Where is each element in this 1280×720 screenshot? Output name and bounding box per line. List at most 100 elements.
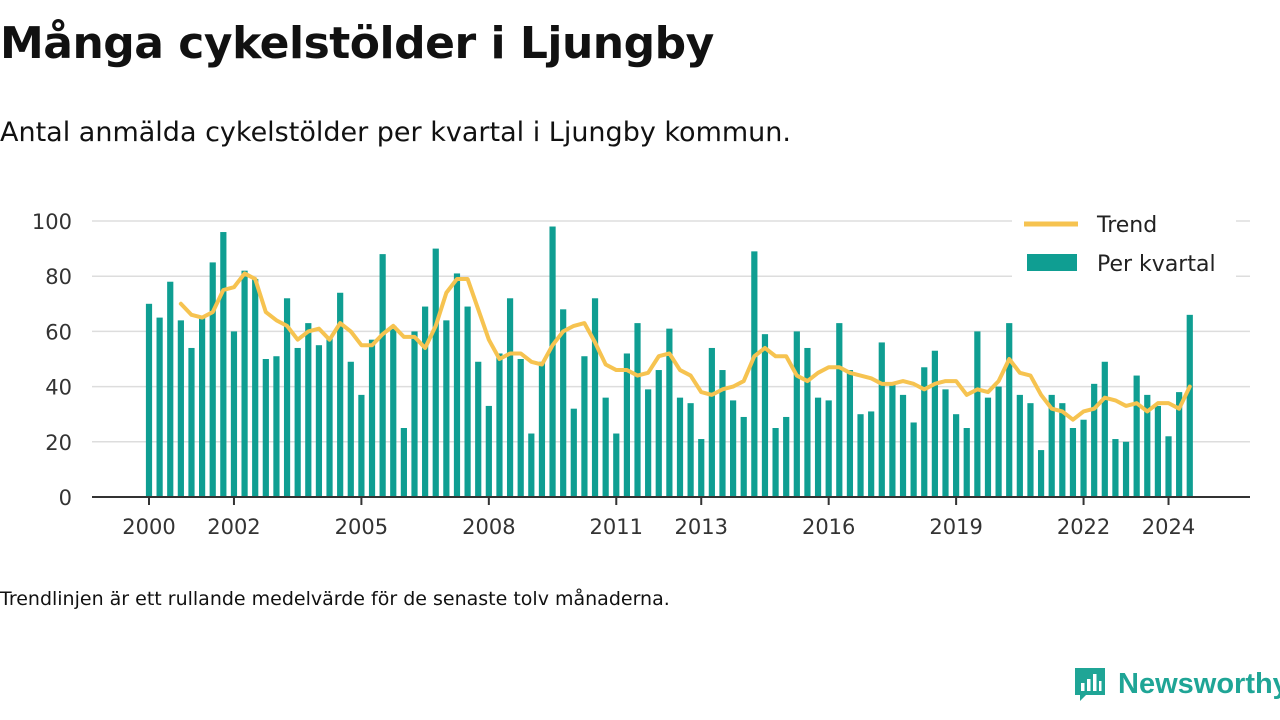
- bar-series-per-kvartal: [145, 226, 1193, 498]
- bar: [1144, 394, 1151, 497]
- bar: [145, 303, 153, 497]
- bar: [931, 350, 938, 497]
- bar: [252, 278, 259, 497]
- bar: [230, 331, 238, 497]
- bar: [337, 292, 344, 497]
- brand-logo: Newsworthy: [1072, 664, 1280, 704]
- bar: [379, 254, 386, 497]
- bar: [995, 386, 1002, 497]
- bar: [676, 397, 684, 497]
- bar: [1091, 383, 1098, 497]
- bar: [485, 405, 492, 497]
- bar: [1059, 403, 1066, 497]
- y-axis-ticks: 0 20 40 60 80 100: [32, 210, 72, 510]
- bar: [963, 428, 970, 497]
- bar: [390, 325, 397, 497]
- bar: [496, 353, 503, 497]
- bar: [432, 248, 439, 497]
- legend-bar-label: Per kvartal: [1097, 252, 1216, 277]
- bar: [1186, 314, 1193, 497]
- bar: [868, 411, 875, 497]
- bar: [921, 367, 928, 497]
- bar: [953, 414, 960, 497]
- bar: [517, 359, 524, 497]
- page-subtitle: Antal anmälda cykelstölder per kvartal i…: [0, 117, 791, 148]
- bar: [772, 428, 779, 497]
- bar: [974, 331, 981, 497]
- bar: [814, 397, 822, 497]
- x-tick-label: 2011: [590, 515, 643, 539]
- brand-name: Newsworthy: [1118, 667, 1280, 700]
- bar: [942, 389, 949, 497]
- bar: [305, 323, 312, 497]
- bar: [623, 353, 630, 497]
- footnote: Trendlinjen är ett rullande medelvärde f…: [0, 588, 670, 610]
- bar: [1027, 403, 1034, 497]
- legend-trend-label: Trend: [1096, 213, 1157, 238]
- bar: [740, 416, 747, 497]
- page-title: Många cykelstölder i Ljungby: [0, 18, 714, 69]
- y-tick-label: 40: [45, 376, 72, 400]
- bar: [1016, 394, 1023, 497]
- bar: [645, 389, 652, 497]
- bar: [199, 317, 206, 497]
- bar: [857, 414, 864, 497]
- bar: [1101, 361, 1108, 497]
- bar: [1048, 394, 1055, 497]
- bar: [613, 433, 620, 497]
- bar: [1080, 419, 1087, 497]
- bar: [878, 342, 885, 497]
- bar: [475, 361, 482, 497]
- bar: [443, 320, 450, 497]
- bar: [209, 262, 216, 497]
- bar: [846, 370, 854, 497]
- y-tick-label: 60: [45, 320, 72, 344]
- bar: [836, 323, 843, 497]
- bar: [368, 339, 376, 497]
- bar: [804, 347, 811, 497]
- x-tick-label: 2000: [122, 515, 175, 539]
- legend-bar-swatch: [1027, 254, 1077, 271]
- bar: [783, 416, 790, 497]
- bar: [730, 400, 737, 497]
- bar: [283, 298, 291, 497]
- bar: [358, 394, 365, 497]
- bar: [220, 232, 227, 498]
- bar: [326, 336, 333, 497]
- bar: [464, 306, 471, 497]
- bar: [634, 323, 641, 497]
- bar: [602, 397, 609, 497]
- bar: [655, 370, 662, 497]
- x-tick-label: 2022: [1057, 515, 1110, 539]
- bar: [984, 397, 992, 497]
- bar: [1165, 436, 1172, 497]
- bar: [761, 334, 769, 497]
- bar: [687, 403, 694, 497]
- bar: [825, 400, 832, 497]
- bar: [167, 281, 174, 497]
- bar: [188, 347, 195, 497]
- bar: [570, 408, 577, 497]
- bar: [1133, 375, 1140, 497]
- bar: [411, 331, 418, 497]
- bar-chart-icon: [1075, 668, 1105, 701]
- bar: [453, 273, 461, 497]
- bar: [506, 298, 514, 497]
- bar: [889, 383, 896, 497]
- x-tick-label: 2013: [675, 515, 728, 539]
- bar: [528, 433, 535, 497]
- bar: [793, 331, 800, 497]
- y-tick-label: 20: [45, 431, 72, 455]
- bar: [1122, 441, 1130, 497]
- bar: [719, 370, 726, 497]
- bar: [177, 320, 184, 497]
- bar: [591, 298, 599, 497]
- bar: [422, 306, 429, 497]
- bar: [549, 226, 556, 497]
- bar: [708, 347, 715, 497]
- bar: [538, 361, 546, 497]
- bar: [400, 428, 407, 497]
- bar: [698, 439, 705, 497]
- trend-line: [178, 271, 1192, 422]
- x-tick-label: 2016: [802, 515, 855, 539]
